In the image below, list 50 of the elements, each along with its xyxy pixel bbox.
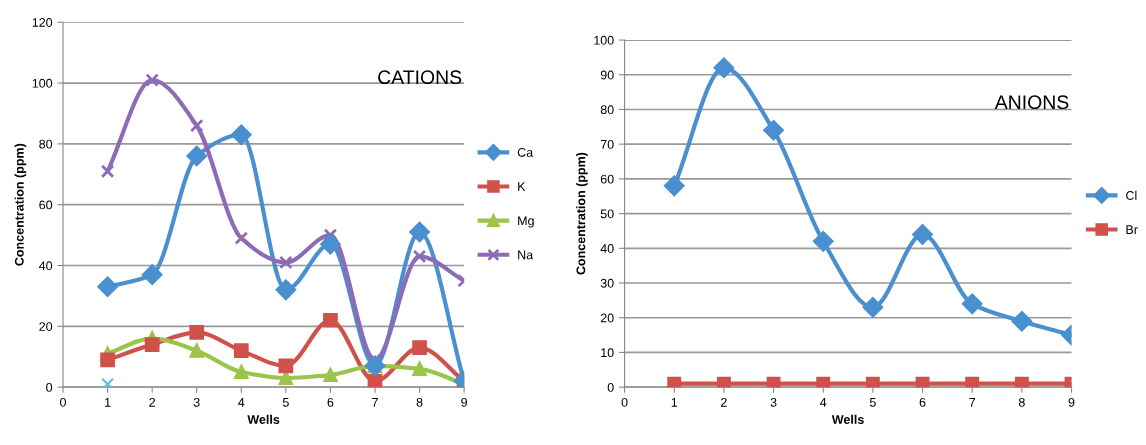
- y-tick-label: 100: [594, 35, 614, 45]
- y-tick-label: 60: [39, 200, 53, 210]
- y-tick-label: 60: [600, 174, 614, 184]
- y-tick-label: 90: [600, 70, 614, 80]
- y-tick-label: 20: [39, 322, 53, 331]
- x-tick-label: 0: [60, 397, 67, 407]
- x-tick-label: 4: [238, 398, 245, 407]
- y-tick-label: 20: [600, 313, 614, 323]
- x-tick-label: 4: [820, 398, 827, 407]
- legend-label: K: [518, 182, 526, 191]
- legend-label: Mg: [518, 216, 534, 228]
- y-axis-title: Concentration (ppm): [576, 152, 588, 275]
- x-tick-label: 5: [282, 398, 289, 407]
- y-tick-label: 50: [600, 209, 614, 219]
- x-tick-label: 2: [721, 397, 727, 407]
- x-tick-label: 1: [671, 398, 678, 407]
- x-tick-label: 3: [770, 397, 777, 407]
- x-tick-label: 9: [1068, 397, 1075, 407]
- x-tick-label: 3: [193, 397, 200, 407]
- y-tick-label: 30: [600, 278, 614, 288]
- y-tick-label: 80: [39, 139, 53, 149]
- text: CATIONS: [378, 70, 462, 85]
- x-tick-label: 7: [969, 398, 976, 407]
- y-tick-label: 10: [601, 348, 614, 358]
- x-axis-title: Wells: [831, 414, 864, 424]
- x-tick-label: 7: [372, 398, 378, 407]
- legend-label: Cl: [1126, 190, 1137, 200]
- x-tick-label: 0: [621, 397, 628, 407]
- x-tick-label: 5: [869, 398, 876, 407]
- y-tick-label: 80: [600, 105, 614, 115]
- text: ANIONS: [994, 95, 1069, 110]
- y-tick-label: 40: [600, 244, 614, 253]
- x-tick-label: 6: [327, 397, 334, 407]
- legend-label: Na: [518, 250, 534, 260]
- x-tick-label: 8: [1018, 397, 1025, 407]
- legend-label: Br: [1126, 225, 1138, 234]
- x-tick-label: 8: [416, 397, 423, 407]
- x-tick-label: 1: [105, 398, 111, 407]
- y-tick-label: 0: [46, 382, 53, 392]
- y-tick-label: 0: [607, 382, 614, 392]
- y-tick-label: 120: [32, 18, 53, 27]
- y-tick-label: 70: [600, 139, 614, 149]
- x-tick-label: 6: [919, 397, 926, 407]
- y-tick-label: 100: [32, 78, 53, 88]
- x-axis-title: Wells: [247, 414, 280, 424]
- y-axis-title: Concentration (ppm): [14, 143, 27, 266]
- x-tick-label: 9: [461, 397, 468, 407]
- x-tick-label: 2: [149, 397, 156, 407]
- y-tick-label: 40: [39, 261, 53, 271]
- legend-label: Ca: [517, 147, 534, 157]
